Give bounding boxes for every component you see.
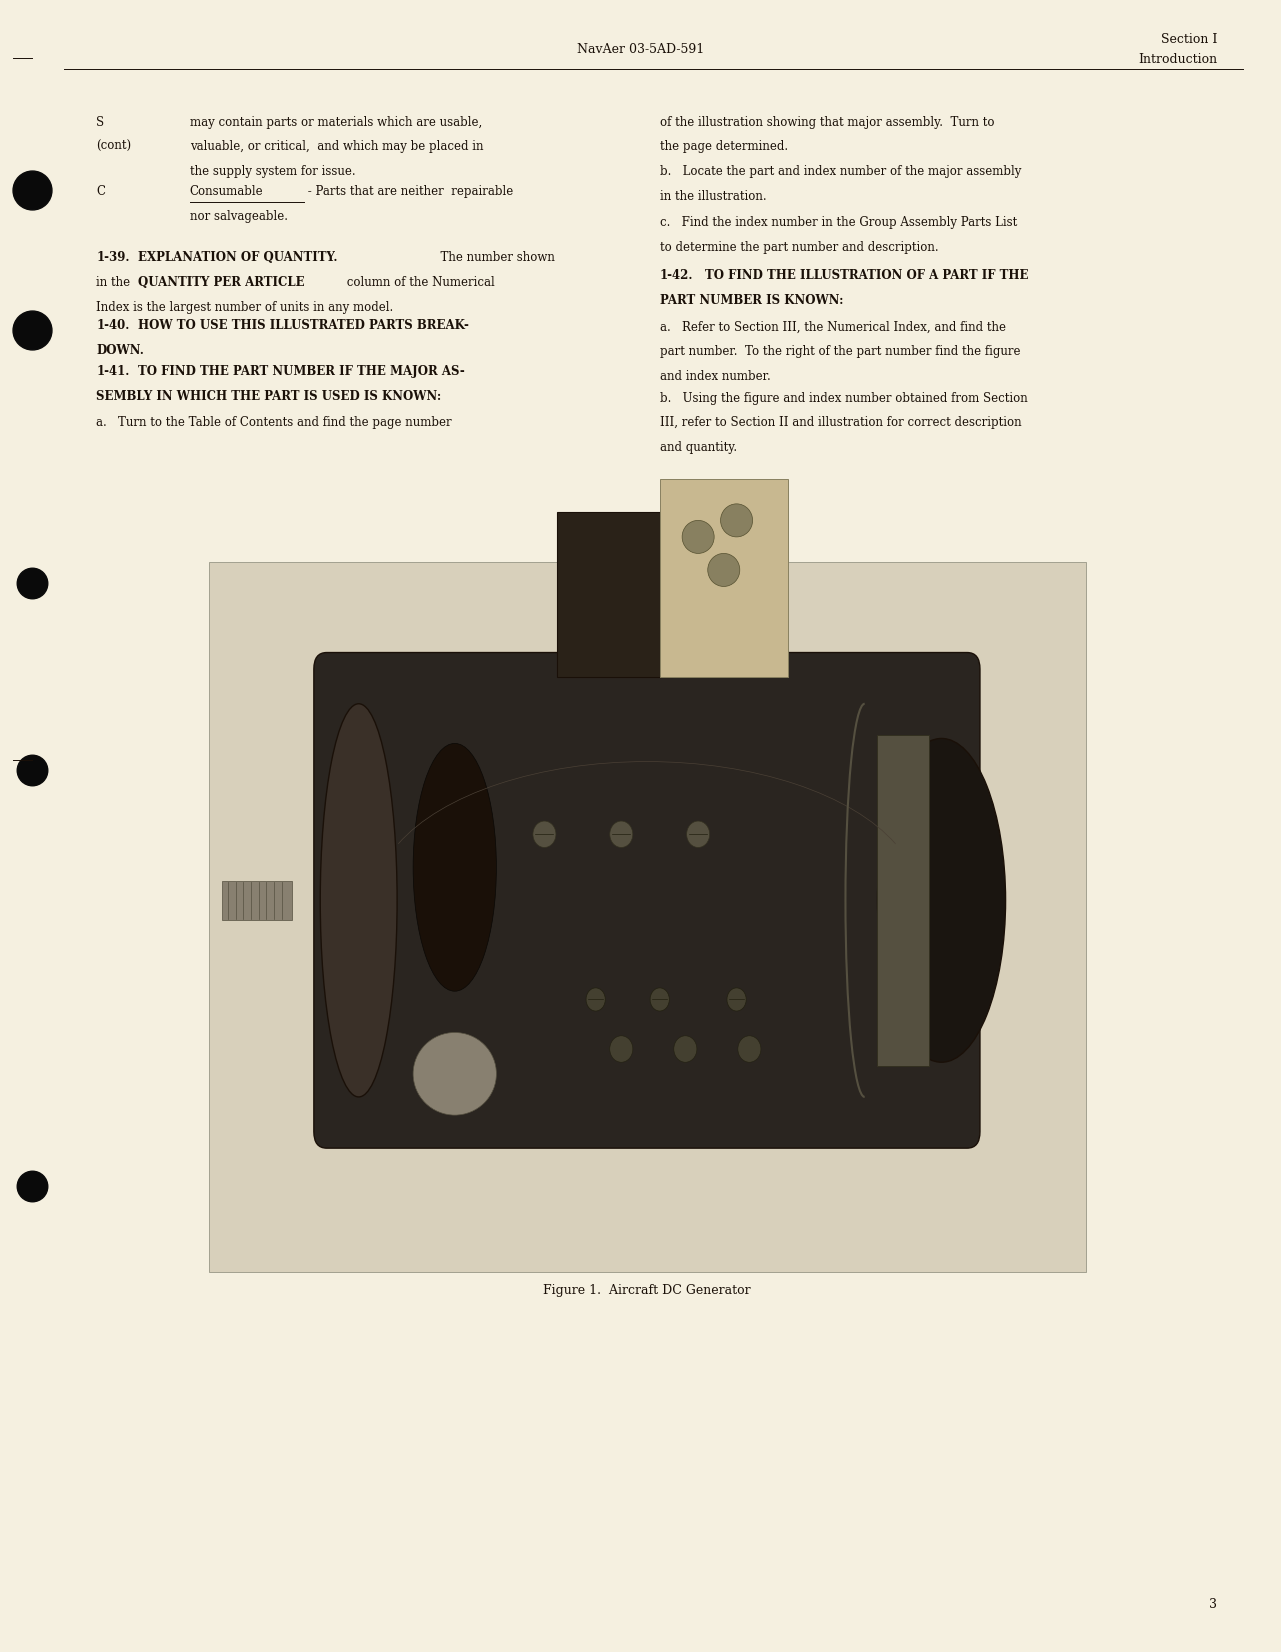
- Text: 1-41.: 1-41.: [96, 365, 129, 378]
- Ellipse shape: [610, 1036, 633, 1062]
- Text: The number shown: The number shown: [433, 251, 555, 264]
- Ellipse shape: [320, 704, 397, 1097]
- Bar: [209, 562, 1086, 1272]
- Ellipse shape: [587, 988, 606, 1011]
- Text: 3: 3: [1209, 1597, 1217, 1611]
- Text: QUANTITY PER ARTICLE: QUANTITY PER ARTICLE: [138, 276, 305, 289]
- Text: c.   Find the index number in the Group Assembly Parts List: c. Find the index number in the Group As…: [660, 216, 1017, 230]
- Bar: [222, 881, 292, 920]
- Text: and quantity.: and quantity.: [660, 441, 737, 454]
- Text: the page determined.: the page determined.: [660, 140, 788, 154]
- Text: (cont): (cont): [96, 140, 131, 154]
- Text: - Parts that are neither  repairable: - Parts that are neither repairable: [304, 185, 512, 198]
- Text: Consumable: Consumable: [190, 185, 263, 198]
- Ellipse shape: [687, 821, 710, 847]
- Text: to determine the part number and description.: to determine the part number and descrip…: [660, 241, 939, 254]
- Text: 1-40.: 1-40.: [96, 319, 129, 332]
- Text: TO FIND THE ILLUSTRATION OF A PART IF THE: TO FIND THE ILLUSTRATION OF A PART IF TH…: [705, 269, 1029, 282]
- Text: SEMBLY IN WHICH THE PART IS USED IS KNOWN:: SEMBLY IN WHICH THE PART IS USED IS KNOW…: [96, 390, 442, 403]
- Ellipse shape: [707, 553, 740, 586]
- Text: NavAer 03-5AD-591: NavAer 03-5AD-591: [576, 43, 705, 56]
- Text: EXPLANATION OF QUANTITY.: EXPLANATION OF QUANTITY.: [138, 251, 338, 264]
- Text: part number.  To the right of the part number find the figure: part number. To the right of the part nu…: [660, 345, 1020, 358]
- Text: nor salvageable.: nor salvageable.: [190, 210, 288, 223]
- Ellipse shape: [412, 1032, 497, 1115]
- Ellipse shape: [728, 988, 746, 1011]
- Bar: [660, 479, 788, 677]
- Text: TO FIND THE PART NUMBER IF THE MAJOR AS-: TO FIND THE PART NUMBER IF THE MAJOR AS-: [138, 365, 465, 378]
- Ellipse shape: [683, 520, 715, 553]
- Text: the supply system for issue.: the supply system for issue.: [190, 165, 355, 178]
- Text: in the: in the: [96, 276, 135, 289]
- Bar: [877, 735, 929, 1066]
- Text: DOWN.: DOWN.: [96, 344, 143, 357]
- Text: C: C: [96, 185, 105, 198]
- Text: Section I: Section I: [1161, 33, 1217, 46]
- Text: 1-42.: 1-42.: [660, 269, 693, 282]
- Text: of the illustration showing that major assembly.  Turn to: of the illustration showing that major a…: [660, 116, 994, 129]
- FancyBboxPatch shape: [314, 653, 980, 1148]
- Text: column of the Numerical: column of the Numerical: [343, 276, 494, 289]
- Text: PART NUMBER IS KNOWN:: PART NUMBER IS KNOWN:: [660, 294, 843, 307]
- Ellipse shape: [674, 1036, 697, 1062]
- Text: may contain parts or materials which are usable,: may contain parts or materials which are…: [190, 116, 482, 129]
- Text: valuable, or critical,  and which may be placed in: valuable, or critical, and which may be …: [190, 140, 483, 154]
- Ellipse shape: [738, 1036, 761, 1062]
- Bar: [557, 512, 673, 677]
- Text: b.   Using the figure and index number obtained from Section: b. Using the figure and index number obt…: [660, 392, 1027, 405]
- Ellipse shape: [651, 988, 669, 1011]
- Text: Figure 1.  Aircraft DC Generator: Figure 1. Aircraft DC Generator: [543, 1284, 751, 1297]
- Ellipse shape: [877, 738, 1006, 1062]
- Text: HOW TO USE THIS ILLUSTRATED PARTS BREAK-: HOW TO USE THIS ILLUSTRATED PARTS BREAK-: [138, 319, 469, 332]
- Text: b.   Locate the part and index number of the major assembly: b. Locate the part and index number of t…: [660, 165, 1021, 178]
- Ellipse shape: [720, 504, 753, 537]
- Text: III, refer to Section II and illustration for correct description: III, refer to Section II and illustratio…: [660, 416, 1021, 430]
- Text: Index is the largest number of units in any model.: Index is the largest number of units in …: [96, 301, 393, 314]
- Ellipse shape: [610, 821, 633, 847]
- Text: Introduction: Introduction: [1138, 53, 1217, 66]
- Text: 1-39.: 1-39.: [96, 251, 129, 264]
- Text: a.   Refer to Section III, the Numerical Index, and find the: a. Refer to Section III, the Numerical I…: [660, 320, 1006, 334]
- Text: S: S: [96, 116, 104, 129]
- Ellipse shape: [412, 743, 497, 991]
- Ellipse shape: [533, 821, 556, 847]
- Text: in the illustration.: in the illustration.: [660, 190, 766, 203]
- Text: and index number.: and index number.: [660, 370, 770, 383]
- Text: a.   Turn to the Table of Contents and find the page number: a. Turn to the Table of Contents and fin…: [96, 416, 452, 430]
